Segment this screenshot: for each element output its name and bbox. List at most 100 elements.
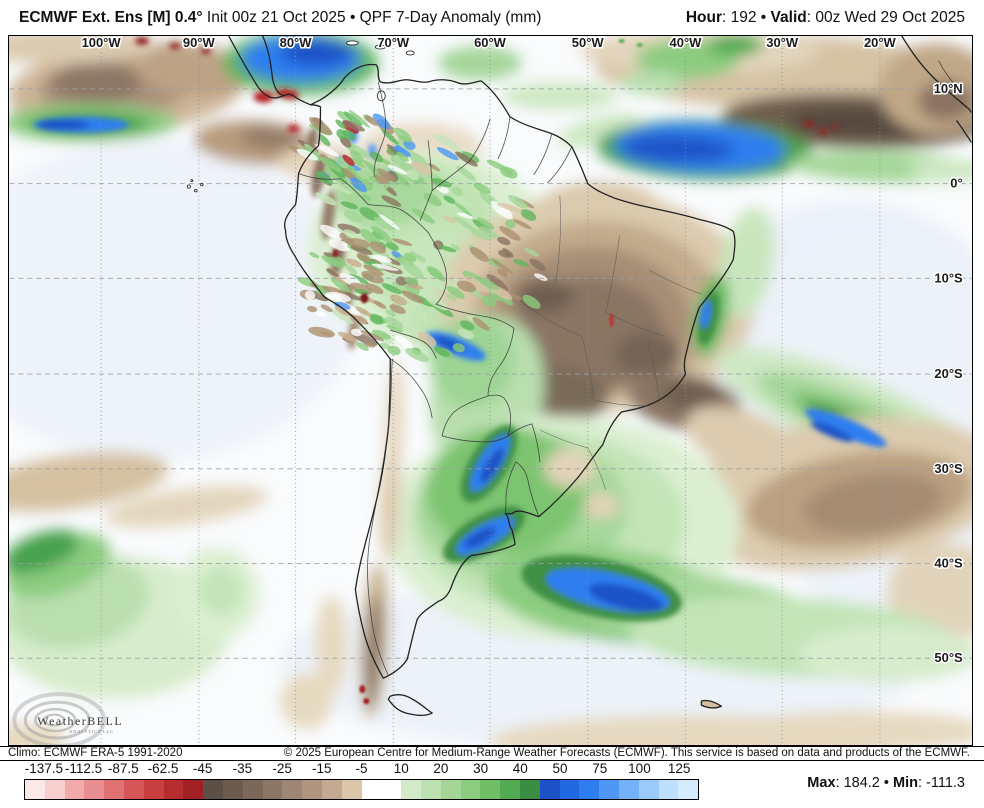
anomaly-speckle: [343, 210, 364, 223]
anomaly-speckle: [354, 289, 370, 295]
anomaly-speckle: [330, 277, 351, 293]
anomaly-speckle: [365, 283, 384, 295]
anomaly-blob: [707, 36, 764, 56]
anomaly-speckle: [486, 274, 508, 292]
anomaly-speckle: [469, 246, 490, 262]
anomaly-speckle: [337, 223, 361, 234]
anomaly-speckle: [369, 151, 384, 163]
anomaly-speckle: [432, 278, 450, 292]
anomaly-blob: [810, 421, 854, 442]
anomaly-speckle: [350, 177, 367, 193]
anomaly-blob: [287, 124, 300, 133]
color-scale-segment: [618, 780, 639, 799]
logo-subtitle: ANALYTICS LLC: [69, 729, 114, 734]
anomaly-speckle: [328, 181, 352, 195]
anomaly-speckle: [355, 306, 372, 317]
anomaly-speckle: [379, 342, 391, 350]
island-caribbean: [405, 50, 415, 56]
latitude-label: 40°S: [934, 556, 963, 571]
anomaly-speckle: [486, 159, 508, 171]
map-canvas: 100°W 90°W 80°W 70°W 60°W 50°W 40°W 30°W 20°W 10°…: [9, 36, 972, 745]
logo-wordmark: WeatherBELL: [37, 714, 123, 728]
anomaly-speckle: [416, 254, 426, 263]
color-scale-tick-label: -5: [355, 761, 368, 776]
anomaly-blob: [9, 451, 169, 512]
anomaly-speckle: [335, 156, 349, 169]
weatherbell-logo: WeatherBELL ANALYTICS LLC: [12, 692, 123, 745]
anomaly-speckle: [502, 248, 514, 258]
anomaly-speckle: [508, 194, 528, 209]
anomaly-speckle: [374, 216, 396, 231]
color-scale-segment: [104, 780, 124, 799]
anomaly-speckle: [381, 129, 399, 145]
footer-divider-top: [0, 746, 984, 747]
anomaly-speckle: [450, 192, 473, 207]
anomaly-speckle: [386, 241, 399, 251]
anomaly-spot: [360, 293, 369, 304]
color-scale-tick-label: 100: [628, 761, 651, 776]
anomaly-spot: [359, 685, 366, 694]
anomaly-speckle: [497, 236, 511, 246]
anomaly-blob: [51, 62, 143, 103]
anomaly-blob: [729, 711, 972, 745]
latitude-label: 10°S: [934, 270, 963, 285]
graticule: [9, 36, 972, 745]
lake-maracaibo: [376, 90, 386, 102]
longitude-label: 100°W: [82, 36, 122, 50]
anomaly-speckle: [385, 316, 404, 330]
anomaly-speckle: [385, 309, 397, 317]
anomaly-speckle: [443, 195, 456, 204]
anomaly-blob: [699, 300, 711, 328]
anomaly-speckle: [321, 255, 344, 269]
min-label: Min: [893, 775, 918, 791]
anomaly-blob: [198, 566, 243, 617]
min-value: : -111.3: [917, 775, 965, 791]
anomaly-speckle: [455, 151, 478, 167]
color-scale-segment: [361, 780, 382, 799]
color-scale-tick-label: -112.5: [64, 761, 103, 776]
anomaly-speckle: [342, 129, 356, 141]
anomaly-speckle: [489, 292, 503, 301]
color-scale-tick-label: 40: [512, 761, 528, 776]
anomaly-speckle: [373, 300, 387, 309]
island-caribbean: [374, 44, 386, 50]
color-scale-segment: [143, 780, 164, 799]
color-scale-segment: [460, 780, 481, 799]
anomaly-spot: [636, 42, 643, 47]
coastline-africa-gulf: [956, 120, 972, 144]
anomaly-speckle: [475, 275, 499, 291]
anomaly-speckle: [371, 263, 399, 271]
anomaly-speckle: [360, 330, 385, 342]
anomaly-speckle: [534, 273, 548, 281]
anomaly-speckle: [306, 305, 318, 313]
copyright-note: © 2025 European Centre for Medium-Range …: [283, 747, 970, 759]
anomaly-speckle: [342, 154, 355, 166]
anomaly-speckle: [304, 290, 316, 301]
latitude-label: 10°N: [934, 81, 963, 96]
color-scale-segment: [678, 780, 699, 799]
anomaly-blob: [364, 595, 382, 708]
color-scale-segment: [500, 780, 520, 799]
anomaly-speckle: [443, 216, 458, 223]
anomaly-speckle: [452, 343, 465, 353]
islands: [186, 40, 415, 193]
anomaly-speckle: [319, 156, 342, 173]
anomaly-speckle: [490, 200, 513, 219]
anomaly-blob: [438, 45, 522, 80]
longitude-label: 70°W: [377, 36, 410, 50]
anomaly-speckle: [322, 285, 347, 295]
color-scale-bar: [24, 779, 699, 800]
anomaly-speckle: [337, 331, 356, 341]
anomaly-speckle: [473, 182, 491, 195]
anomaly-speckle: [381, 283, 402, 295]
color-scale-tick-label: -25: [272, 761, 292, 776]
anomaly-spot: [609, 313, 614, 328]
anomaly-speckle: [336, 128, 347, 140]
color-scale-tick-label: 30: [473, 761, 489, 776]
anomaly-blob: [9, 140, 361, 460]
anomaly-speckle: [470, 228, 493, 241]
anomaly-speckle: [457, 212, 473, 219]
graticule-labels: 100°W 90°W 80°W 70°W 60°W 50°W 40°W 30°W 20°W 10°…: [80, 36, 964, 667]
color-scale-segment: [25, 780, 45, 799]
